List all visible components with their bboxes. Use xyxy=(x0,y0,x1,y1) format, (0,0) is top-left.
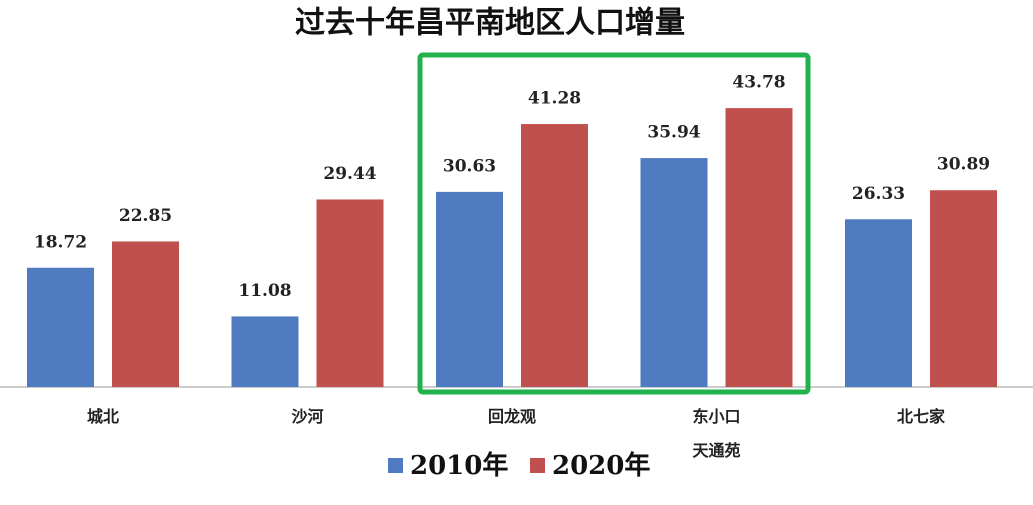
data-label: 41.28 xyxy=(528,89,581,109)
bar xyxy=(231,316,299,387)
bar xyxy=(27,267,94,387)
x-tick-label: 东小口 天通苑 xyxy=(692,407,741,460)
bar xyxy=(436,191,503,387)
x-tick-label: 沙河 xyxy=(291,407,324,426)
data-label: 35.94 xyxy=(647,123,700,143)
x-tick-label: 北七家 xyxy=(896,407,945,426)
bar xyxy=(316,199,384,387)
data-label: 30.63 xyxy=(443,156,496,176)
legend-swatch xyxy=(388,458,403,473)
bar xyxy=(845,219,912,387)
x-tick-label: 回龙观 xyxy=(487,407,536,426)
data-label: 29.44 xyxy=(323,164,376,184)
legend-label: 2020年 xyxy=(552,450,650,481)
x-tick-label: 城北 xyxy=(86,407,119,426)
legend-label: 2010年 xyxy=(410,450,508,481)
chart-title: 过去十年昌平南地区人口增量 xyxy=(295,6,685,41)
data-label: 22.85 xyxy=(119,206,172,226)
data-label: 30.89 xyxy=(937,155,990,175)
highlight-box xyxy=(417,52,811,395)
data-label: 26.33 xyxy=(852,184,905,204)
legend-swatch xyxy=(530,458,545,473)
bar xyxy=(725,108,793,387)
data-label: 43.78 xyxy=(732,73,785,93)
data-label: 11.08 xyxy=(238,281,291,301)
bar xyxy=(112,241,179,387)
bar xyxy=(521,124,588,388)
bar xyxy=(930,190,997,387)
data-label: 18.72 xyxy=(34,232,87,252)
bar xyxy=(640,158,708,387)
